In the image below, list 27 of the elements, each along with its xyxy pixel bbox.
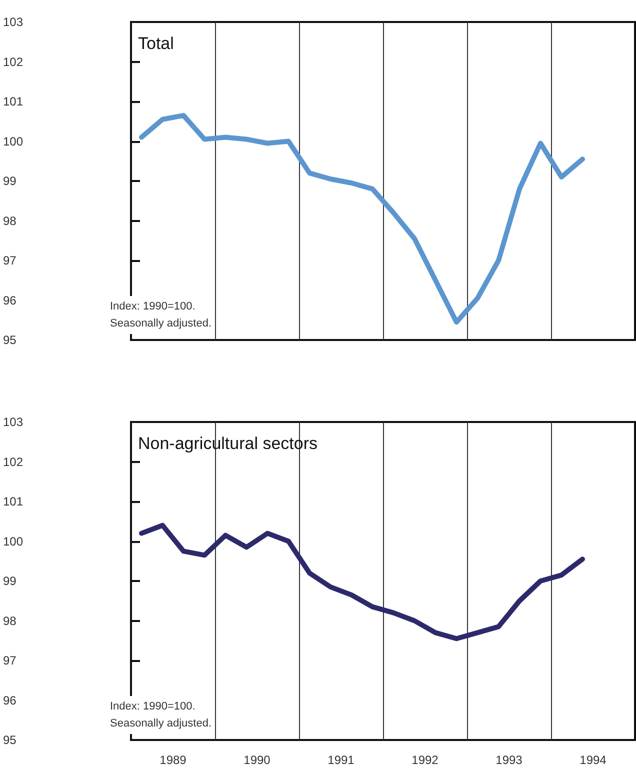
y-tick-label: 102 [3,54,24,69]
y-tick-label: 95 [3,333,17,347]
y-tick-label: 100 [3,534,24,548]
y-tick-label: 99 [3,574,17,588]
annotation: Index: 1990=100. Seasonally adjusted. [110,700,212,730]
y-tick-label: 100 [3,134,24,148]
x-tick-label: 1990 [244,753,271,767]
x-tick-label: 1994 [580,753,607,767]
y-tick-label: 96 [3,293,17,308]
y-tick-label: 103 [3,415,24,429]
y-tick-label: 97 [3,254,17,268]
x-tick-label: 1991 [328,753,355,767]
y-tick-label: 99 [3,174,17,188]
y-tick-label: 98 [3,614,17,628]
x-tick-label: 1989 [160,753,187,767]
y-tick-label: 102 [3,454,24,469]
y-tick-label: 97 [3,654,17,668]
y-tick-label: 98 [3,214,17,228]
y-tick-label: 96 [3,693,17,708]
y-tick-label: 103 [3,15,24,29]
annotation: Index: 1990=100. Seasonally adjusted. [110,300,212,330]
y-tick-label: 101 [3,94,24,108]
text: Total [138,34,174,53]
y-tick-label: 101 [3,494,24,508]
x-tick-label: 1993 [496,753,523,767]
x-tick-label: 1992 [412,753,439,767]
y-tick-label: 95 [3,733,17,747]
